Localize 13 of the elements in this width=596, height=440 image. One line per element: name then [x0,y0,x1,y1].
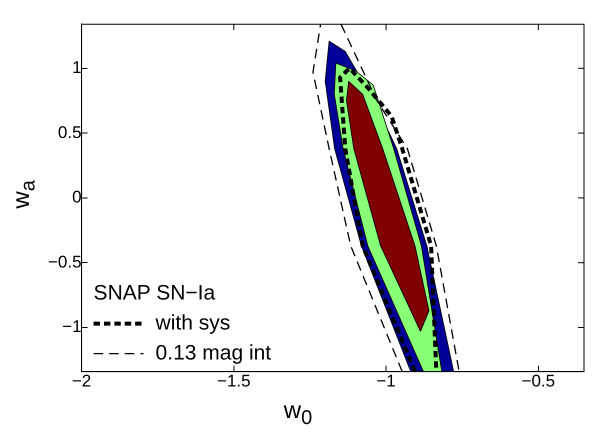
y-tick-label: 0 [72,188,82,207]
x-tick-label: −1 [376,371,396,390]
legend-title: SNAP SN−Ia [94,281,216,304]
x-tick-label: −1.5 [217,371,251,390]
y-tick-label: −1 [62,317,82,336]
x-tick-label: −2 [72,371,92,390]
y-tick-label: −0.5 [48,252,82,272]
legend-label: 0.13 mag int [156,341,272,364]
x-tick-label: −0.5 [522,371,556,390]
legend-label: with sys [154,311,230,334]
y-tick-label: 0.5 [58,122,82,142]
x-axis-title: w$_{0}$ [282,397,314,430]
y-tick-label: 1 [72,58,82,77]
